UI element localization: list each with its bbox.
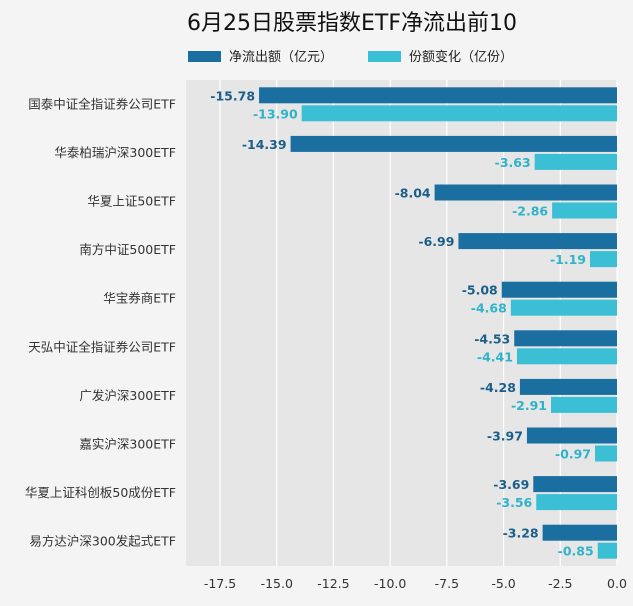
category-label: 易方达沪深300发起式ETF [29,534,176,549]
value-label: -3.69 [493,477,529,492]
bar-share-change [552,202,617,219]
value-label: -15.78 [210,88,255,103]
legend-swatch [188,51,221,62]
bar-share-change [594,445,617,462]
value-label: -1.19 [550,252,586,267]
category-label: 天弘中证全指证券公司ETF [28,339,176,354]
value-label: -13.90 [253,106,298,121]
bar-net-outflow [290,135,617,152]
plot-area [186,80,617,566]
bar-share-change [534,153,617,170]
value-labels: -15.78 -13.90 -14.39 -3.63 -8.04 -2.86 -6.99 -1… [210,88,593,558]
x-tick-label: -5.0 [491,576,515,591]
bar-share-change [590,251,617,268]
bar-net-outflow [259,87,617,104]
value-label: -2.91 [511,398,547,413]
x-tick-label: -15.0 [261,576,293,591]
category-label: 南方中证500ETF [79,242,176,257]
value-label: -3.63 [495,155,531,170]
bars [259,87,617,559]
bar-net-outflow [542,524,617,541]
value-label: -6.99 [418,234,454,249]
legend-label: 份额变化（亿份） [409,49,513,65]
category-label: 华泰柏瑞沪深300ETF [54,145,176,160]
x-tick-label: 0.0 [607,576,627,591]
bar-net-outflow [526,427,617,444]
x-tick-label: -10.0 [374,576,406,591]
value-label: -3.97 [487,429,523,444]
bar-share-change [301,105,617,122]
category-label: 华宝券商ETF [103,291,176,306]
x-tick-label: -2.5 [548,576,572,591]
x-tick-label: -7.5 [435,576,459,591]
category-label: 国泰中证全指证券公司ETF [28,96,176,111]
x-tick-label: -12.5 [317,576,349,591]
bar-net-outflow [519,378,617,395]
bar-share-change [516,348,617,365]
value-label: -0.97 [555,447,591,462]
bar-net-outflow [458,233,617,250]
value-label: -4.28 [480,380,516,395]
bar-net-outflow [501,281,617,298]
bar-share-change [510,299,617,316]
x-axis: -17.5 -15.0 -12.5 -10.0 -7.5 -5.0 -2.5 0.0 [204,576,627,591]
value-label: -5.08 [462,283,498,298]
bar-share-change [597,542,617,559]
category-labels: 国泰中证全指证券公司ETF 华泰柏瑞沪深300ETF 华夏上证50ETF 南方中证50… [25,96,176,548]
bar-net-outflow [434,184,617,201]
value-label: -14.39 [242,137,287,152]
bar-net-outflow [514,330,617,347]
category-label: 广发沪深300ETF [79,388,176,403]
chart-title: 6月25日股票指数ETF净流出前10 [187,11,517,36]
value-label: -4.41 [477,349,513,364]
legend-label: 净流出额（亿元） [229,50,333,65]
value-label: -4.53 [474,331,510,346]
value-label: -3.28 [503,526,539,541]
legend: 净流出额（亿元） 份额变化（亿份） [188,49,513,65]
bar-share-change [536,494,617,511]
category-label: 华夏上证科创板50成份ETF [25,485,176,500]
bar-share-change [550,396,617,413]
value-label: -4.68 [471,301,507,316]
category-label: 华夏上证50ETF [87,194,176,209]
value-label: -3.56 [496,495,532,510]
value-label: -2.86 [512,204,548,219]
category-label: 嘉实沪深300ETF [79,437,176,452]
bar-net-outflow [533,476,617,493]
value-label: -0.85 [558,544,594,559]
x-tick-label: -17.5 [204,576,236,591]
legend-swatch [368,51,401,62]
value-label: -8.04 [395,186,431,201]
